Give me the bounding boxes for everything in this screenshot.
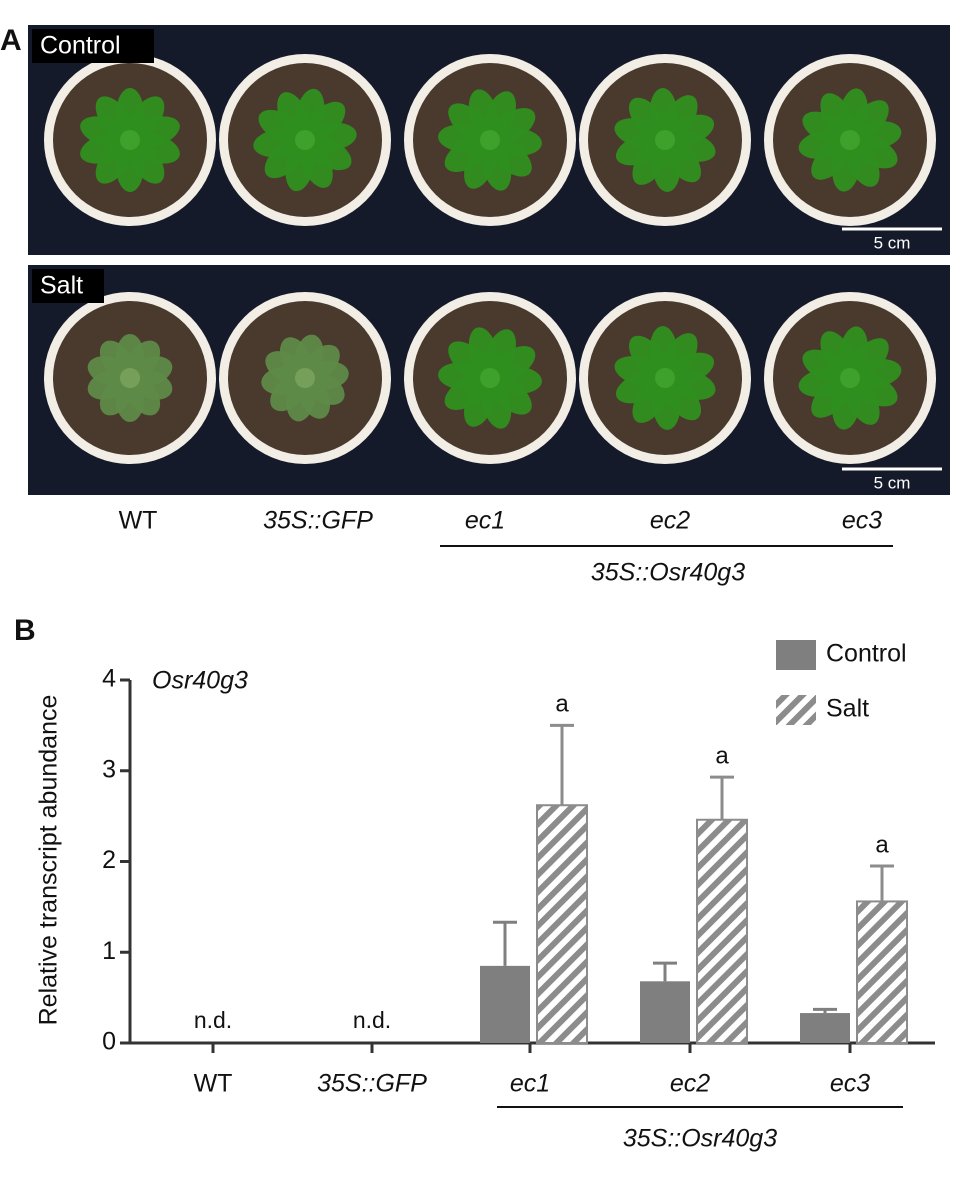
- group-label: 35S::Osr40g3: [623, 1125, 777, 1153]
- rosette-center: [120, 368, 140, 388]
- rosette-center: [295, 130, 315, 150]
- rosette-center: [840, 368, 860, 388]
- condition-label: Control: [40, 32, 121, 60]
- significance-label: a: [555, 691, 569, 718]
- condition-label-bg: [32, 269, 104, 303]
- x-tick-label: ec2: [670, 1070, 710, 1098]
- bar: [536, 804, 588, 1044]
- condition-label-bg: [32, 29, 154, 63]
- leaf: [649, 88, 678, 141]
- y-tick-label: 1: [102, 937, 116, 965]
- y-tick-label: 2: [102, 846, 116, 874]
- group-label: 35S::Osr40g3: [591, 559, 745, 587]
- significance-label: a: [715, 742, 729, 769]
- rosette-center: [295, 368, 315, 388]
- significance-label: a: [875, 831, 889, 858]
- scale-bar-label: 5 cm: [874, 233, 911, 252]
- leaf: [468, 327, 499, 379]
- genotype-label: WT: [119, 507, 158, 535]
- bar: [640, 981, 690, 1043]
- bar: [696, 818, 748, 1044]
- rosette-center: [840, 130, 860, 150]
- bar: [800, 1013, 850, 1043]
- rosette-center: [655, 130, 675, 150]
- rosette-center: [655, 368, 675, 388]
- nd-label: n.d.: [194, 1007, 232, 1033]
- legend-label: Control: [826, 640, 907, 668]
- rosette-center: [480, 368, 500, 388]
- bar: [856, 900, 908, 1044]
- leaf: [468, 89, 499, 141]
- x-tick-label: ec3: [830, 1070, 870, 1098]
- y-tick-label: 0: [102, 1028, 116, 1056]
- scale-bar-label: 5 cm: [874, 473, 911, 492]
- y-tick-label: 4: [102, 665, 116, 693]
- leaf: [649, 326, 678, 379]
- panel-label: B: [14, 614, 36, 647]
- nd-label: n.d.: [353, 1007, 391, 1033]
- x-tick-label: WT: [194, 1070, 233, 1098]
- rosette-center: [480, 130, 500, 150]
- x-tick-label: 35S::GFP: [317, 1070, 427, 1098]
- genotype-label: ec1: [465, 507, 505, 535]
- rosette-center: [120, 130, 140, 150]
- legend-swatch: [776, 640, 816, 670]
- bar: [480, 965, 530, 1043]
- genotype-label: ec3: [842, 507, 882, 535]
- leaf: [839, 88, 868, 141]
- genotype-label: ec2: [650, 507, 690, 535]
- genotype-label: 35S::GFP: [263, 507, 373, 535]
- condition-label: Salt: [40, 272, 83, 300]
- y-axis-title: Relative transcript abundance: [35, 695, 63, 1026]
- panel-label: A: [0, 24, 22, 57]
- legend-label: Salt: [826, 695, 869, 723]
- gene-label: Osr40g3: [152, 667, 248, 695]
- leaf: [277, 92, 311, 141]
- leaf: [95, 96, 134, 142]
- leaf: [839, 326, 868, 379]
- x-tick-label: ec1: [510, 1070, 550, 1098]
- y-tick-label: 3: [102, 755, 116, 783]
- legend-swatch: [776, 695, 816, 725]
